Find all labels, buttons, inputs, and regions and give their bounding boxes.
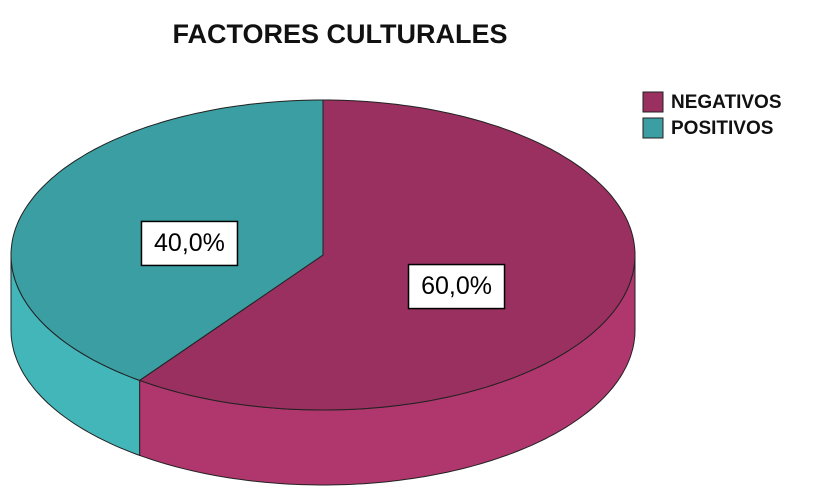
legend-label: NEGATIVOS	[671, 92, 782, 113]
legend-swatch	[642, 117, 664, 139]
legend-label: POSITIVOS	[671, 118, 773, 139]
data-label: 60,0%	[421, 272, 492, 300]
data-label-box	[407, 263, 506, 310]
pie-slice	[138, 99, 636, 411]
data-label: 40,0%	[154, 229, 225, 257]
chart-title: FACTORES CULTURALES	[172, 19, 507, 49]
legend-swatch	[642, 91, 664, 113]
data-label-box	[140, 220, 239, 267]
